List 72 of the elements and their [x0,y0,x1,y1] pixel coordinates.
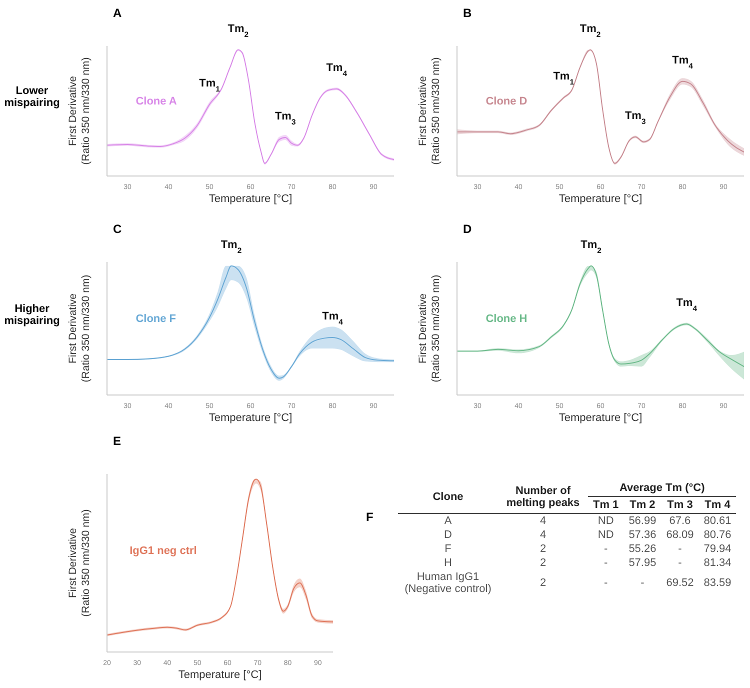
annotation: Tm$_{2}$ [220,238,242,254]
data-label: 57.36 [628,528,658,542]
data-label: 83.59 [702,576,732,591]
y-axis-title: First Derivative (Ratio 350 nm/330 nm) [67,274,92,382]
annotation: Tm$_{3}$ [624,110,646,126]
data-label: 55.26 [628,542,658,556]
y-axis-title: First Derivative (Ratio 350 nm/330 nm) [67,57,92,165]
annotation: Tm$_{2}$ [228,22,249,38]
x-axis-title: Temperature [°C] [178,669,262,681]
annotation: Tm$_{3}$ [274,110,296,126]
data-label: 69.52 [665,576,695,591]
data-label: 79.94 [702,542,732,556]
data-label: 2 [538,542,548,556]
text: Tm 4 [698,496,736,514]
text: Tm 3 [661,496,699,514]
annotation: Tm$_{2}$ [580,238,602,254]
data-label: - [677,556,683,570]
category-label: A [443,514,453,528]
data-label: 57.95 [628,556,658,570]
y-axis-title: First Derivative (Ratio 350 nm/330 nm) [417,274,442,382]
text: Lower mispairing [3,85,61,109]
legend-title: Average Tm (°C) [588,480,736,496]
data-label: 81.34 [702,556,732,570]
x-axis-title: Temperature [°C] [208,193,292,205]
data-label: - [603,542,609,556]
data-label: 56.99 [628,514,658,528]
x-axis-title: Temperature [°C] [558,412,642,424]
chart-title: E [113,434,122,448]
data-label: 4 [538,528,548,542]
data-label: - [640,576,646,591]
category-label: Human IgG1 (Negative control) [404,570,492,596]
annotation: Tm$_{4}$ [322,310,344,326]
data-label: 80.61 [702,514,732,528]
data-label: 2 [538,576,548,591]
category-label: D [443,528,453,542]
annotation: Tm$_{4}$ [672,54,694,70]
data-label: 4 [538,514,548,528]
text: Higher mispairing [3,302,61,326]
text: F [366,510,374,524]
data-label: - [677,542,683,556]
category-label: H [443,556,453,570]
data-label: ND [596,514,615,528]
text: Clone A [136,96,177,108]
chart-title: D [463,222,472,236]
x-axis-title: Temperature [°C] [208,412,292,424]
chart-title: B [463,6,472,20]
text: Clone H [486,312,528,325]
text: Number of melting peaks [498,480,588,514]
chart-title: A [113,6,122,20]
series-label: Clone D [486,96,528,108]
data-label: - [603,556,609,570]
y-axis-title: First Derivative (Ratio 350 nm/330 nm) [67,509,92,617]
text: Clone [398,480,498,514]
data-label: - [603,576,609,591]
text: Clone F [136,312,176,325]
annotation: Tm$_{4}$ [326,62,348,78]
x-axis-title: Temperature [°C] [558,193,642,205]
text: Tm 1 [588,496,624,514]
annotation: Tm$_{4}$ [676,296,698,312]
text: IgG1 neg ctrl [130,545,197,558]
y-axis-title: First Derivative (Ratio 350 nm/330 nm) [417,57,442,165]
chart-title: C [113,222,122,236]
text: Tm 2 [624,496,662,514]
annotation: Tm$_{1}$ [553,70,575,86]
data-label: 80.76 [702,528,732,542]
category-label: F [444,542,452,556]
data-label: 2 [538,556,548,570]
annotation: Tm$_{1}$ [199,77,221,93]
data-label: 68.09 [665,528,695,542]
data-label: 67.6 [668,514,692,528]
data-label: ND [596,528,615,542]
annotation: Tm$_{2}$ [580,22,601,38]
